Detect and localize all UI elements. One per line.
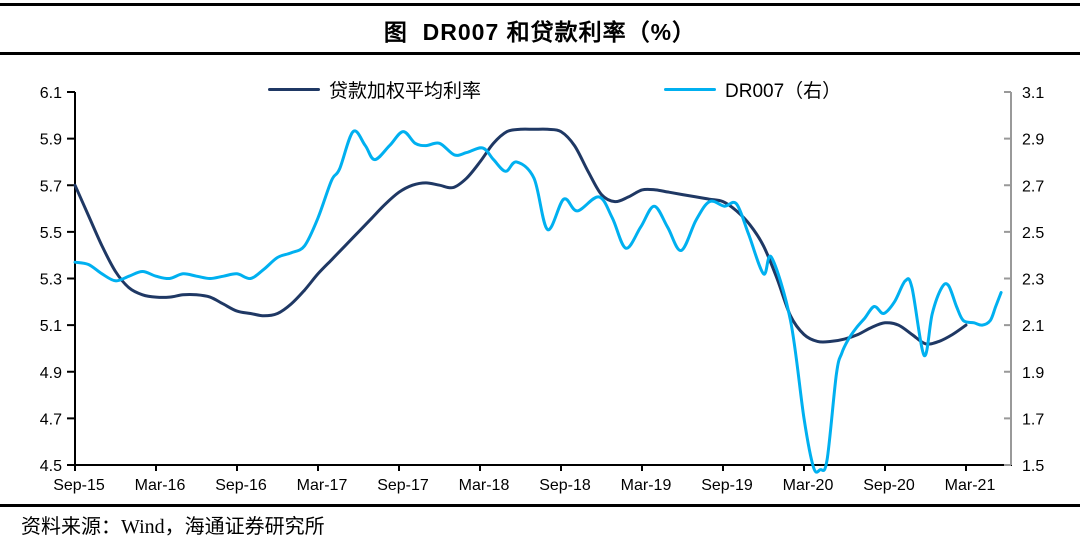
x-axis-tick-label: Mar-16 <box>135 477 186 494</box>
left-axis-tick-label: 5.7 <box>40 178 62 195</box>
left-axis-tick-label: 5.3 <box>40 272 62 289</box>
x-axis-tick-label: Mar-20 <box>783 477 834 494</box>
dr007-line <box>73 129 1003 474</box>
legend-item-loan-rate: 贷款加权平均利率 <box>268 76 481 102</box>
legend-item-dr007: DR007（右） <box>664 76 841 102</box>
left-axis-tick-label: 4.7 <box>40 411 62 428</box>
right-axis-tick-label: 1.9 <box>1022 365 1044 382</box>
right-axis-tick-label: 1.7 <box>1022 411 1044 428</box>
right-axis-tick-label: 2.1 <box>1022 318 1044 335</box>
left-axis-tick-label: 4.5 <box>40 458 62 475</box>
right-axis-tick-label: 2.7 <box>1022 178 1044 195</box>
x-axis-tick-label: Mar-19 <box>621 477 672 494</box>
left-axis-tick-label: 5.1 <box>40 318 62 335</box>
dr007-line-swatch <box>664 87 716 91</box>
right-axis-tick-label: 2.3 <box>1022 272 1044 289</box>
x-axis-tick-label: Sep-15 <box>53 477 105 494</box>
x-axis-tick-label: Sep-19 <box>701 477 753 494</box>
x-axis-tick-label: Sep-20 <box>863 477 915 494</box>
right-axis-tick-label: 2.5 <box>1022 225 1044 242</box>
title-underline <box>0 52 1080 55</box>
left-axis-tick-label: 4.9 <box>40 365 62 382</box>
chart-legend: 贷款加权平均利率 DR007（右） <box>0 76 1080 102</box>
right-axis-tick-label: 3.1 <box>1022 85 1044 102</box>
x-axis-tick-label: Mar-17 <box>297 477 348 494</box>
loan-rate-line-swatch <box>268 87 320 91</box>
left-axis-tick-label: 5.9 <box>40 132 62 149</box>
x-axis-tick-label: Sep-18 <box>539 477 591 494</box>
x-axis-tick-label: Sep-16 <box>215 477 267 494</box>
left-axis-tick-label: 6.1 <box>40 85 62 102</box>
legend-label-loan-rate: 贷款加权平均利率 <box>329 80 482 102</box>
top-border-line <box>0 3 1080 6</box>
x-axis-tick-label: Sep-17 <box>377 477 429 494</box>
footer-divider-line <box>0 504 1080 507</box>
x-axis-tick-label: Mar-21 <box>945 477 996 494</box>
right-axis-tick-label: 1.5 <box>1022 458 1044 475</box>
source-note: 资料来源：Wind，海通证券研究所 <box>21 516 325 538</box>
loan-rate-line <box>73 127 968 346</box>
x-axis-tick-label: Mar-18 <box>459 477 510 494</box>
left-axis-tick-label: 5.5 <box>40 225 62 242</box>
legend-label-dr007: DR007（右） <box>725 80 842 102</box>
chart-title: 图 DR007 和贷款利率（%） <box>383 19 697 45</box>
right-axis-tick-label: 2.9 <box>1022 132 1044 149</box>
